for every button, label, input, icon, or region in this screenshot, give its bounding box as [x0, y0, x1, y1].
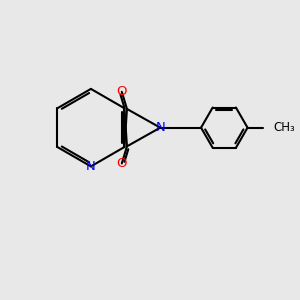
- Text: O: O: [116, 85, 127, 98]
- Text: O: O: [116, 157, 127, 170]
- Text: CH₃: CH₃: [274, 121, 295, 134]
- Text: N: N: [155, 121, 165, 134]
- Text: N: N: [86, 160, 96, 173]
